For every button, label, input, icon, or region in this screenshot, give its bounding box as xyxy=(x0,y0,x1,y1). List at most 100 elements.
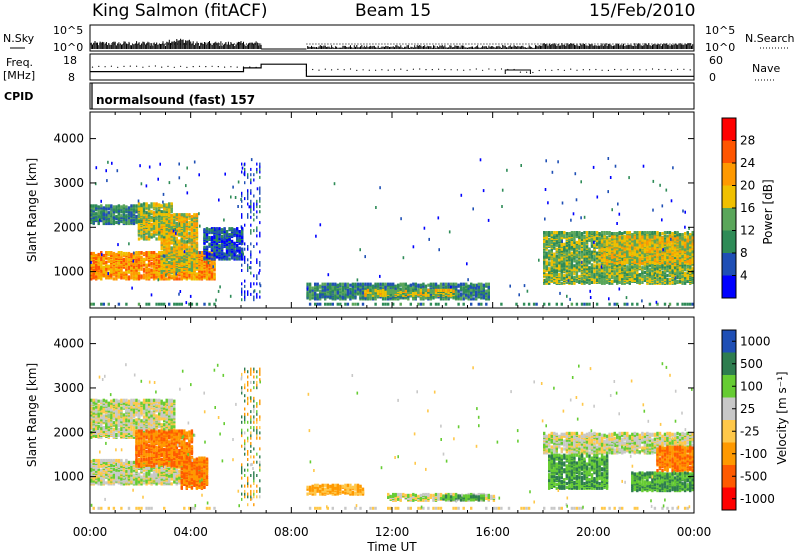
range-cell xyxy=(147,204,151,208)
nave-point xyxy=(400,68,402,70)
range-cell xyxy=(117,220,121,225)
range-cell xyxy=(105,276,108,280)
range-cell xyxy=(160,217,163,221)
range-cell xyxy=(158,267,161,271)
range-cell xyxy=(90,263,93,267)
range-cell xyxy=(185,261,188,266)
range-cell xyxy=(95,208,98,212)
range-cell xyxy=(555,266,558,270)
range-cell xyxy=(633,265,636,269)
range-cell xyxy=(475,292,478,296)
range-cell xyxy=(147,237,151,241)
range-cell xyxy=(583,234,586,239)
range-cell xyxy=(117,209,121,213)
range-cell xyxy=(152,254,156,259)
nave-label: Nave xyxy=(752,62,780,75)
range-cell xyxy=(643,231,647,235)
range-cell xyxy=(105,267,108,271)
range-cell xyxy=(616,264,619,268)
range-cell xyxy=(361,294,365,298)
range-cell xyxy=(399,282,402,286)
range-cell xyxy=(467,286,470,290)
range-cell xyxy=(170,250,173,254)
range-cell xyxy=(324,292,327,296)
range-cell xyxy=(130,218,133,222)
range-cell xyxy=(215,254,219,258)
range-cell xyxy=(553,258,556,262)
range-cell xyxy=(137,264,141,268)
range-cell xyxy=(147,252,151,257)
range-cell xyxy=(125,261,128,265)
range-cell xyxy=(92,271,95,275)
range-cell xyxy=(112,265,116,269)
range-cell xyxy=(142,217,146,222)
nave-point xyxy=(324,68,326,70)
range-cell xyxy=(374,282,377,286)
range-cell xyxy=(218,236,221,241)
range-cell xyxy=(555,277,558,281)
range-cell xyxy=(565,234,569,239)
range-cell xyxy=(558,258,561,262)
range-cell xyxy=(188,220,191,225)
range-cell xyxy=(319,289,322,293)
range-cell xyxy=(568,269,571,273)
range-cell xyxy=(213,257,216,261)
range-cell xyxy=(447,288,450,292)
range-cell xyxy=(432,282,435,286)
range-cell xyxy=(631,278,634,282)
range-cell xyxy=(392,290,395,294)
range-cell xyxy=(568,239,571,243)
range-cell xyxy=(193,255,196,259)
range-cell xyxy=(122,204,126,208)
range-cell xyxy=(188,259,191,264)
nave-point xyxy=(664,68,666,71)
range-cell xyxy=(210,264,214,268)
range-cell xyxy=(102,265,105,269)
range-cell xyxy=(160,204,163,208)
range-cell xyxy=(158,277,161,281)
range-cell xyxy=(145,213,148,217)
range-cell xyxy=(145,215,148,219)
range-cell xyxy=(480,282,483,286)
range-cell xyxy=(314,296,317,300)
range-cell xyxy=(638,273,641,277)
range-cell xyxy=(605,280,609,284)
range-cell xyxy=(575,248,579,252)
range-cell xyxy=(563,256,566,260)
range-cell xyxy=(558,244,561,248)
range-cell xyxy=(112,205,116,209)
range-cell xyxy=(568,279,571,283)
nave-point xyxy=(393,69,396,71)
range-cell xyxy=(447,293,450,297)
range-cell xyxy=(193,259,196,264)
range-cell xyxy=(155,252,158,257)
range-cell xyxy=(158,221,161,225)
range-cell xyxy=(568,250,571,254)
range-cell xyxy=(452,284,455,288)
range-cell xyxy=(621,279,624,283)
range-cell xyxy=(173,231,176,235)
range-cell xyxy=(122,251,126,256)
range-cell xyxy=(208,228,211,232)
range-cell xyxy=(598,265,601,269)
range-cell xyxy=(321,284,324,288)
range-cell xyxy=(185,266,188,270)
range-cell xyxy=(152,220,156,224)
range-cell xyxy=(555,231,558,235)
range-cell xyxy=(349,287,352,291)
range-cell xyxy=(188,267,191,271)
range-cell xyxy=(225,233,229,237)
range-cell xyxy=(142,275,146,279)
range-cell xyxy=(344,289,347,293)
range-cell xyxy=(132,254,136,259)
range-cell xyxy=(193,267,196,271)
range-cell xyxy=(414,282,417,286)
range-cell xyxy=(354,294,357,298)
range-cell xyxy=(470,290,473,294)
range-cell xyxy=(90,276,93,280)
range-cell xyxy=(238,252,241,256)
range-cell xyxy=(603,268,606,272)
nave-point xyxy=(444,69,446,71)
range-cell xyxy=(324,288,327,292)
range-cell xyxy=(459,282,463,286)
